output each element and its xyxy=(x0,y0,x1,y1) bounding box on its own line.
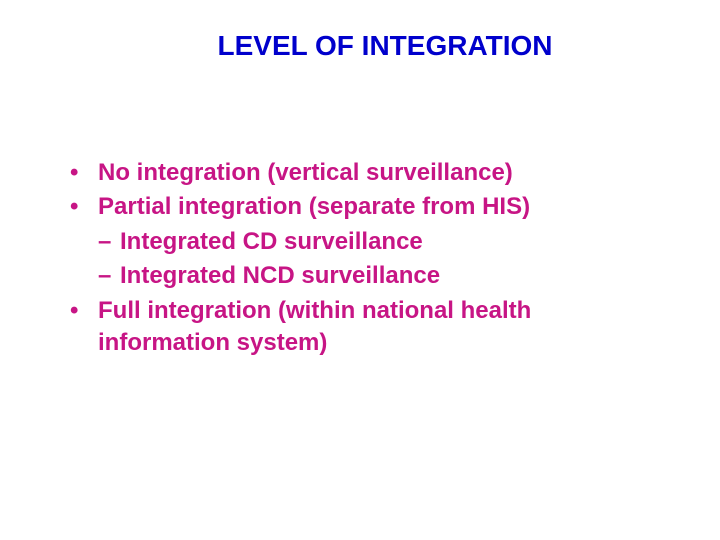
sub-bullet-text: Integrated CD surveillance xyxy=(120,226,660,258)
bullet-item: • No integration (vertical surveillance) xyxy=(70,157,660,189)
bullet-marker-icon: • xyxy=(70,191,98,223)
slide-content: • No integration (vertical surveillance)… xyxy=(70,157,660,359)
bullet-item: • Full integration (within national heal… xyxy=(70,295,660,360)
bullet-text: Partial integration (separate from HIS) xyxy=(98,191,660,223)
bullet-item: • Partial integration (separate from HIS… xyxy=(70,191,660,223)
sub-bullet-item: – Integrated CD surveillance xyxy=(98,226,660,258)
dash-marker-icon: – xyxy=(98,226,120,258)
bullet-marker-icon: • xyxy=(70,157,98,189)
bullet-text: Full integration (within national health… xyxy=(98,295,660,360)
slide-title: LEVEL OF INTEGRATION xyxy=(110,30,660,62)
bullet-marker-icon: • xyxy=(70,295,98,360)
sub-bullet-text: Integrated NCD surveillance xyxy=(120,260,660,292)
sub-bullet-item: – Integrated NCD surveillance xyxy=(98,260,660,292)
dash-marker-icon: – xyxy=(98,260,120,292)
slide-container: LEVEL OF INTEGRATION • No integration (v… xyxy=(0,0,720,540)
bullet-text: No integration (vertical surveillance) xyxy=(98,157,660,189)
